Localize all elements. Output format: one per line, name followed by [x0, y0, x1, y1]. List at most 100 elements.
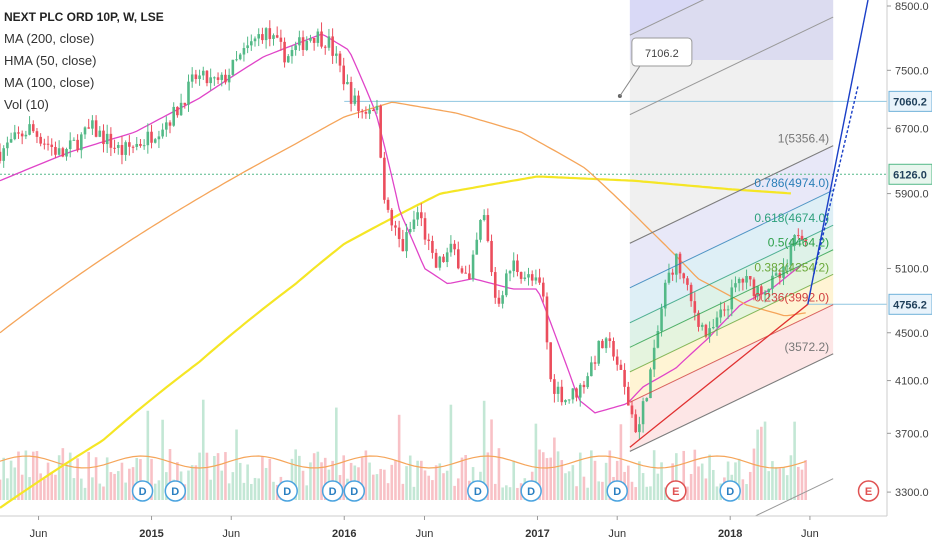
candle-body — [335, 53, 338, 56]
legend-item-ma100[interactable]: MA (100, close) — [4, 75, 95, 90]
volume-bar — [309, 462, 312, 500]
volume-bar — [649, 486, 652, 500]
volume-bar — [571, 465, 575, 500]
volume-bar — [261, 456, 264, 500]
fib-level-line — [629, 249, 834, 348]
volume-bar — [789, 455, 793, 500]
fib-level-label: 0.236(3992.0) — [754, 291, 829, 305]
volume-bar — [76, 458, 79, 500]
candle-body — [257, 34, 261, 39]
volume-bar — [752, 448, 756, 500]
volume-bar — [564, 473, 567, 500]
y-tick-label: 7500.0 — [895, 65, 929, 77]
volume-bar — [464, 454, 467, 500]
event-label: D — [329, 486, 337, 498]
volume-bar — [198, 452, 201, 500]
candle-body — [527, 274, 530, 278]
candle-body — [2, 148, 5, 161]
candle-body — [320, 31, 323, 47]
candle-body — [700, 324, 704, 327]
volume-bar — [608, 450, 612, 500]
horizontal-lines — [0, 100, 887, 305]
candle-body — [760, 286, 763, 295]
volume-bar — [782, 467, 785, 500]
trend-line-blue — [807, 0, 869, 305]
legend: NEXT PLC ORD 10P, W, LSE MA (200, close)… — [4, 6, 164, 116]
x-axis: Jun 2015 Jun 2016 Jun 2017 Jun 2018 Jun — [0, 515, 932, 550]
candle-body — [789, 245, 793, 266]
volume-bar — [238, 462, 242, 500]
volume-bar — [560, 460, 564, 500]
candle-body — [763, 292, 767, 295]
volume-bar — [83, 487, 87, 500]
candle-body — [645, 398, 649, 402]
candle-body — [667, 272, 671, 283]
candle-body — [323, 46, 327, 48]
volume-bar — [630, 481, 634, 500]
candle-body — [604, 338, 608, 349]
candle-body — [545, 296, 549, 343]
volume-bar — [65, 464, 68, 500]
volume-bar — [257, 478, 261, 500]
volume-bar — [364, 450, 368, 500]
candle-body — [431, 240, 434, 253]
candle-body — [131, 146, 135, 148]
volume-bar — [213, 455, 216, 500]
fib-level-label: 0.786(4974.0) — [754, 176, 829, 190]
volume-bar — [737, 458, 741, 500]
legend-item-hma50[interactable]: HMA (50, close) — [4, 53, 97, 68]
candle-body — [120, 145, 124, 155]
volume-bar — [700, 463, 704, 500]
event-label: D — [474, 486, 482, 498]
candle-body — [649, 369, 652, 399]
candle-body — [493, 272, 497, 298]
volume-bar — [216, 453, 220, 500]
volume-bar — [187, 470, 190, 500]
candle-body — [43, 143, 46, 145]
candle-body — [386, 199, 390, 210]
candle-body — [327, 36, 331, 48]
volume-bar — [157, 480, 161, 500]
price-tag-box — [888, 90, 932, 112]
legend-item-ma200[interactable]: MA (200, close) — [4, 31, 95, 46]
candle-body — [438, 256, 442, 268]
volume-bar — [497, 448, 501, 500]
candle-body — [205, 70, 209, 84]
volume-bar — [420, 460, 423, 500]
candle-body — [213, 77, 216, 79]
candle-body — [165, 122, 168, 130]
volume-bar — [686, 486, 689, 500]
volume-bar — [371, 474, 375, 500]
volume-bar — [360, 457, 364, 500]
candle-body — [72, 139, 76, 141]
event-label: E — [865, 486, 872, 498]
candle-body — [135, 143, 139, 147]
volume-bar — [146, 410, 150, 500]
volume-bar — [379, 468, 382, 500]
candle-body — [771, 275, 774, 289]
y-axis: 3300.0 3700.0 4100.0 4500.0 5100.0 5900.0 6700… — [886, 0, 932, 550]
volume-bar — [312, 453, 316, 500]
volume-bar — [294, 449, 297, 500]
volume-bar — [545, 458, 549, 500]
volume-bar — [682, 450, 686, 500]
legend-item-vol[interactable]: Vol (10) — [4, 97, 49, 112]
candle-body — [105, 133, 109, 145]
x-tick-label: Jun — [30, 528, 48, 540]
candle-body — [142, 145, 146, 147]
candle-body — [708, 328, 711, 337]
volume-bar — [72, 478, 76, 500]
candle-body — [397, 227, 401, 240]
fib-level-label: 0.618(4674.0) — [754, 211, 829, 225]
volume-bar — [663, 487, 667, 500]
volume-bar — [423, 470, 427, 500]
candle-body — [578, 384, 582, 398]
volume-bar — [94, 457, 98, 500]
volume-bar — [39, 473, 42, 500]
volume-bar — [553, 437, 556, 500]
volume-bar — [383, 469, 386, 500]
volume-bar — [556, 451, 560, 500]
candle-body — [427, 239, 431, 241]
